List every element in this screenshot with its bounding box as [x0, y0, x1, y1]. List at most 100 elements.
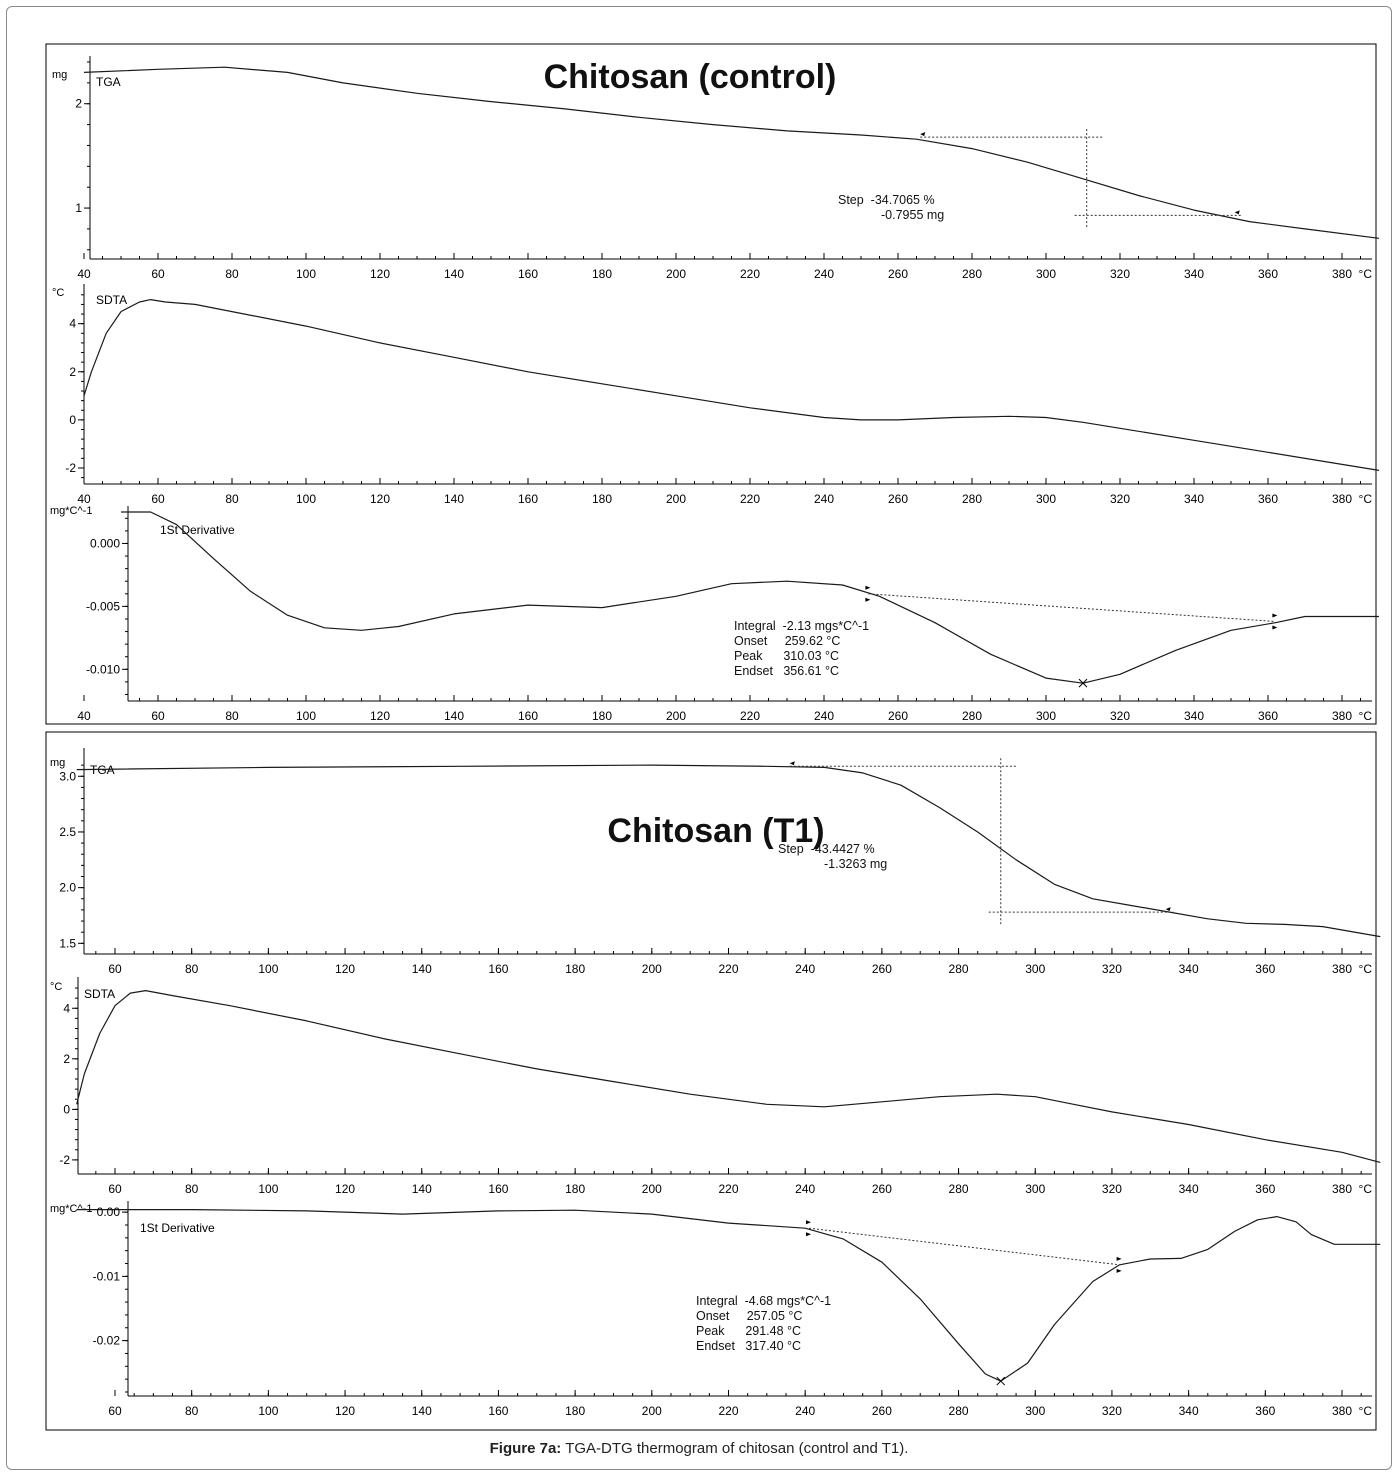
x-tick-label: 80 — [225, 709, 239, 723]
data-curve — [83, 299, 1380, 471]
x-tick-label: 260 — [888, 709, 908, 723]
baseline-marker — [806, 1220, 812, 1237]
y-tick-label: 2 — [63, 1052, 70, 1066]
x-tick-label: 280 — [949, 962, 969, 976]
x-tick-label: 120 — [370, 709, 390, 723]
x-tick-label: 280 — [962, 709, 982, 723]
x-tick-label: 140 — [444, 492, 464, 506]
x-tick-label: 200 — [642, 962, 662, 976]
x-tick-label: 60 — [151, 492, 165, 506]
y-tick-label: -2 — [59, 1153, 70, 1167]
chart-panel-6: 0.00 -0.01 -0.02 60 80 100 120 140 160 180 200 220 2… — [50, 1201, 1381, 1418]
x-tick-label: 80 — [185, 962, 199, 976]
y-tick-label: -2 — [65, 461, 76, 475]
x-tick-label: 120 — [335, 962, 355, 976]
x-tick-label: 300 — [1036, 492, 1056, 506]
x-tick-label: 340 — [1179, 1404, 1199, 1418]
x-tick-label: 100 — [296, 492, 316, 506]
y-axis-label: °C — [52, 287, 64, 299]
annotation-line: Onset 257.05 °C — [696, 1309, 802, 1323]
data-curve — [121, 511, 1379, 684]
x-tick-label: 300 — [1036, 267, 1056, 281]
x-tick-label: 100 — [296, 709, 316, 723]
x-tick-label: 220 — [740, 492, 760, 506]
x-tick-label: 160 — [518, 267, 538, 281]
x-tick-label: 340 — [1179, 1182, 1199, 1196]
y-tick-label: 2.5 — [59, 825, 76, 839]
x-tick-label: 140 — [444, 709, 464, 723]
x-tick-label: 120 — [335, 1404, 355, 1418]
x-tick-label: 260 — [888, 267, 908, 281]
data-curve — [76, 764, 1381, 938]
peak-marker — [996, 1376, 1006, 1386]
x-tick-label: 180 — [565, 962, 585, 976]
step-marker — [920, 132, 926, 137]
x-tick-label: 160 — [518, 709, 538, 723]
y-tick-label: 2.0 — [59, 881, 76, 895]
x-tick-label: 240 — [814, 709, 834, 723]
panel-group-frame-1 — [45, 43, 1377, 725]
x-tick-label: 200 — [642, 1404, 662, 1418]
x-tick-label: 280 — [949, 1404, 969, 1418]
x-tick-label: 60 — [108, 1182, 122, 1196]
x-tick-label: 160 — [488, 962, 508, 976]
x-tick-label: 100 — [258, 962, 278, 976]
x-tick-label: 260 — [888, 492, 908, 506]
x-tick-label: 240 — [814, 267, 834, 281]
x-tick-label: 360 — [1258, 267, 1278, 281]
x-tick-label: 280 — [949, 1182, 969, 1196]
x-tick-label: 260 — [872, 962, 892, 976]
x-tick-label: 320 — [1102, 962, 1122, 976]
y-tick-label: 4 — [69, 317, 76, 331]
peak-marker — [1078, 678, 1088, 688]
x-tick-label: 40 — [77, 709, 91, 723]
x-tick-label: 360 — [1255, 962, 1275, 976]
x-tick-label: 120 — [370, 267, 390, 281]
x-tick-label: 300 — [1036, 709, 1056, 723]
annotation-line: Endset 356.61 °C — [734, 664, 839, 678]
y-axis-label: mg*C^-1 — [50, 505, 92, 517]
x-tick-label: 220 — [740, 267, 760, 281]
series-label: TGA — [90, 763, 115, 777]
x-tick-label: 360 — [1258, 492, 1278, 506]
y-tick-label: 0 — [69, 413, 76, 427]
series-label: TGA — [96, 75, 121, 89]
x-tick-label: 160 — [488, 1404, 508, 1418]
x-unit-label: °C — [1359, 962, 1373, 976]
x-tick-label: 340 — [1184, 492, 1204, 506]
step-marker — [789, 761, 795, 766]
caption-text: TGA-DTG thermogram of chitosan (control … — [565, 1440, 909, 1457]
x-tick-label: 320 — [1110, 492, 1130, 506]
series-label: SDTA — [96, 293, 127, 307]
x-tick-label: 120 — [370, 492, 390, 506]
x-tick-label: 220 — [718, 1182, 738, 1196]
y-tick-label: -0.005 — [86, 599, 120, 613]
y-tick-label: 1 — [75, 201, 82, 215]
x-tick-label: 380 — [1332, 962, 1352, 976]
x-tick-label: 380 — [1332, 267, 1352, 281]
x-tick-label: 320 — [1102, 1404, 1122, 1418]
x-tick-label: 380 — [1332, 492, 1352, 506]
panel-title: Chitosan (control) — [544, 58, 837, 96]
x-tick-label: 140 — [412, 962, 432, 976]
x-tick-label: 300 — [1025, 962, 1045, 976]
y-tick-label: 0.00 — [97, 1205, 121, 1219]
y-tick-label: -0.02 — [93, 1334, 121, 1348]
x-tick-label: 340 — [1179, 962, 1199, 976]
x-tick-label: 60 — [151, 267, 165, 281]
x-tick-label: 60 — [108, 962, 122, 976]
x-tick-label: 140 — [412, 1404, 432, 1418]
chart-panel-2: -2 0 2 4 40 60 80 100 120 140 160 180 200 220 240 260 28… — [52, 284, 1380, 506]
chart-panel-5: -2 0 2 4 60 80 100 120 140 160 180 200 220 240 260 280 3… — [50, 977, 1381, 1196]
annotation-line: Step -43.4427 % — [778, 842, 875, 856]
x-tick-label: 220 — [718, 962, 738, 976]
x-tick-label: 200 — [666, 492, 686, 506]
x-tick-label: 300 — [1025, 1404, 1045, 1418]
y-axis-label: mg — [52, 69, 67, 81]
annotation-line: Peak 310.03 °C — [734, 649, 839, 663]
data-curve — [83, 66, 1380, 239]
x-tick-label: 220 — [740, 709, 760, 723]
x-tick-label: 80 — [225, 492, 239, 506]
x-tick-label: 100 — [296, 267, 316, 281]
